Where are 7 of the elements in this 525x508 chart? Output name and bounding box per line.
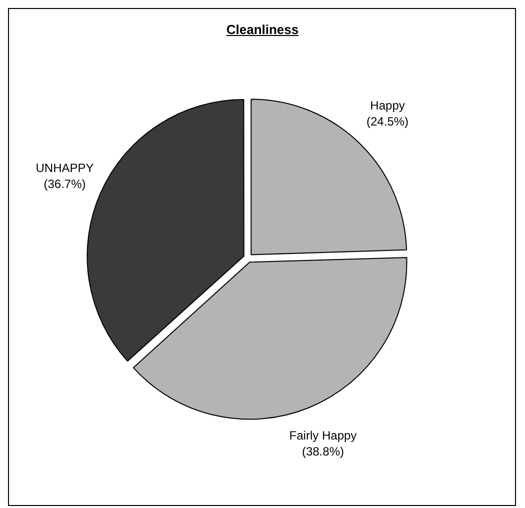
slice-label: Happy xyxy=(370,98,405,112)
data-label: (38.8%) xyxy=(302,444,344,458)
data-label: (36.7%) xyxy=(44,176,86,191)
chart-title: Cleanliness xyxy=(225,22,300,37)
data-label: (24.5%) xyxy=(366,114,409,128)
slice-label: Fairly Happy xyxy=(289,428,357,442)
slice-label: UNHAPPY xyxy=(36,160,94,175)
